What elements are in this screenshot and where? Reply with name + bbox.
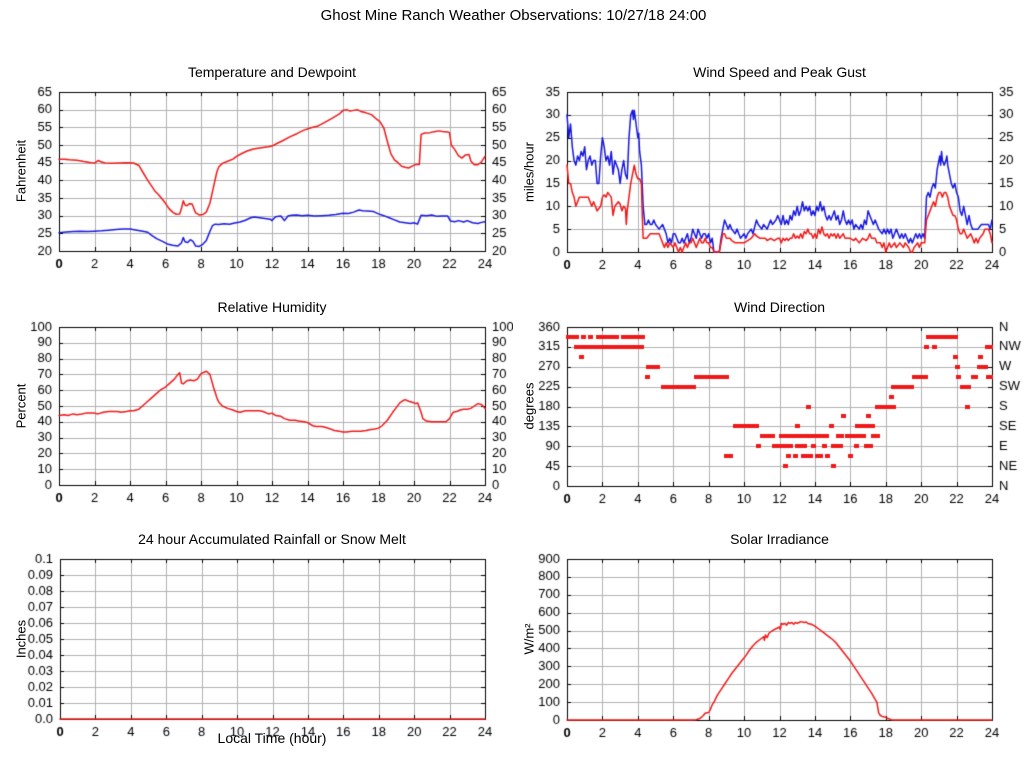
relative-humidity-chart bbox=[0, 291, 513, 505]
temperature-dewpoint-chart bbox=[0, 56, 513, 270]
rainfall-chart bbox=[0, 523, 513, 745]
wind-speed-gust-chart bbox=[513, 56, 1027, 270]
wind-direction-chart bbox=[513, 291, 1027, 505]
page-title: Ghost Mine Ranch Weather Observations: 1… bbox=[320, 7, 707, 24]
solar-irradiance-chart bbox=[513, 523, 1027, 745]
x-axis-label-local-time: Local Time (hour) bbox=[217, 730, 327, 746]
